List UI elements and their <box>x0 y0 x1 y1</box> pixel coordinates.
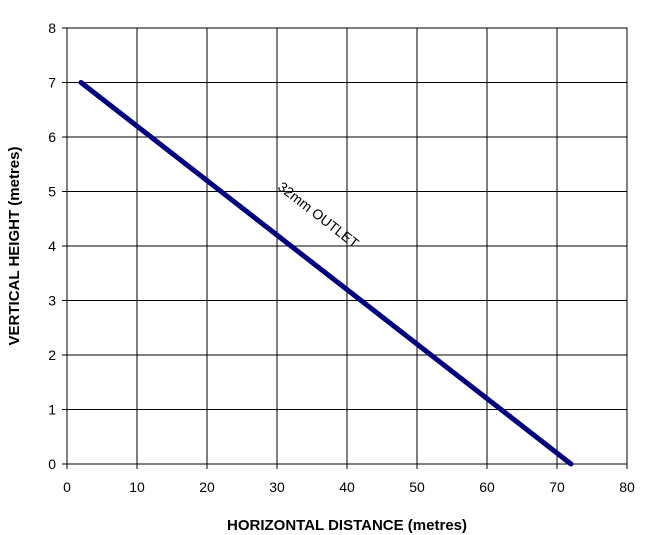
line-annotation: 32mm OUTLET <box>275 178 363 251</box>
x-tick-label: 70 <box>549 479 565 495</box>
x-axis-title: HORIZONTAL DISTANCE (metres) <box>227 517 467 534</box>
y-tick-label: 3 <box>48 293 56 309</box>
x-tick-label: 50 <box>409 479 425 495</box>
y-tick-label: 5 <box>48 184 56 200</box>
y-tick-label: 2 <box>48 347 56 363</box>
y-tick-label: 8 <box>48 20 56 36</box>
x-tick-label: 40 <box>339 479 355 495</box>
y-tick-label: 1 <box>48 402 56 418</box>
x-tick-label: 10 <box>129 479 145 495</box>
y-tick-label: 6 <box>48 129 56 145</box>
x-tick-label: 20 <box>199 479 215 495</box>
series-layer <box>78 80 574 467</box>
annotations-layer: 32mm OUTLET <box>275 178 363 251</box>
x-tick-label: 30 <box>269 479 285 495</box>
series-line <box>78 80 574 467</box>
x-tick-label: 0 <box>63 479 71 495</box>
x-tick-label: 80 <box>619 479 635 495</box>
y-axis-title: VERTICAL HEIGHT (metres) <box>6 147 23 346</box>
ticks: 0 10 20 30 40 50 60 70 80 0 1 2 3 4 5 6 7 8 <box>48 20 635 495</box>
x-tick-label: 60 <box>479 479 495 495</box>
y-tick-label: 0 <box>48 456 56 472</box>
y-tick-label: 7 <box>48 75 56 91</box>
y-tick-label: 4 <box>48 238 56 254</box>
